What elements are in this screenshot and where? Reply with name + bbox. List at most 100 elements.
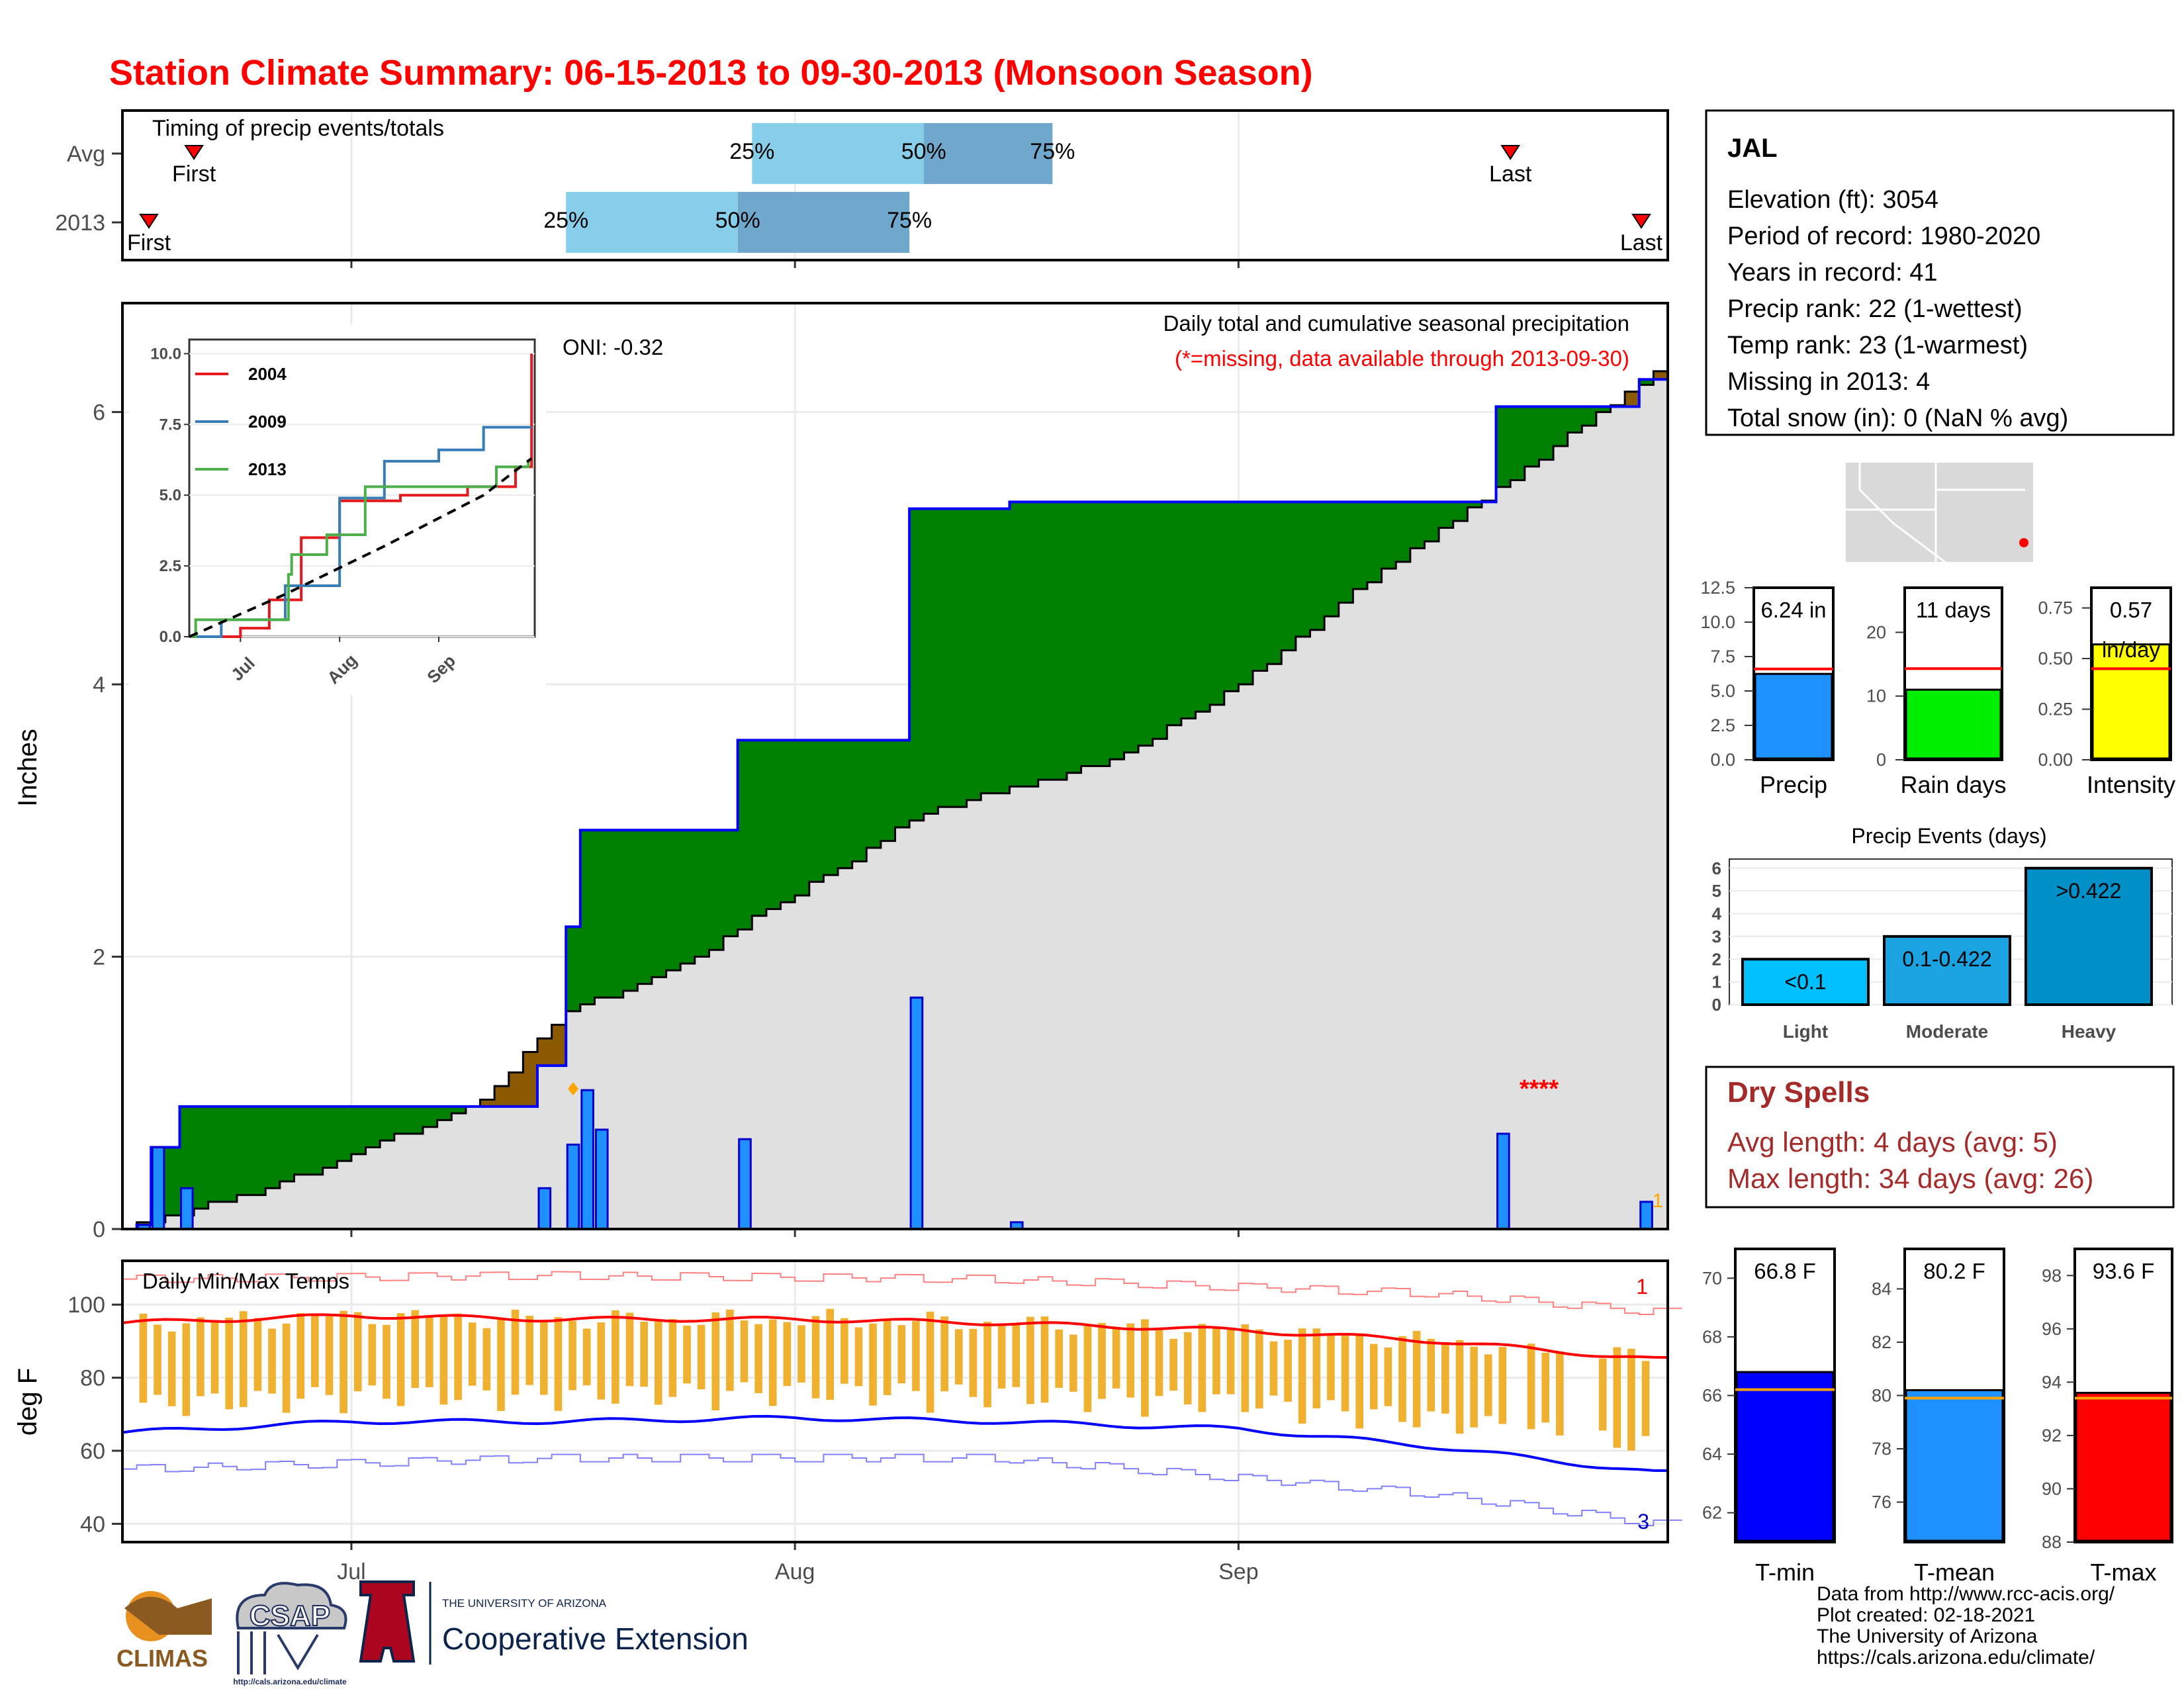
precip-panel-subtitle: Daily total and cumulative seasonal prec… xyxy=(1163,311,1629,336)
above-average-fill xyxy=(437,1106,452,1120)
temp-range-bar xyxy=(325,1316,334,1395)
temp-range-bar xyxy=(1412,1330,1421,1428)
above-average-fill xyxy=(1539,406,1554,460)
temp-max-missing-label: 1 xyxy=(1636,1275,1648,1299)
timing-marker-last-Avg xyxy=(1500,145,1521,160)
oni-label: ONI: -0.32 xyxy=(563,335,663,359)
above-average-fill xyxy=(809,740,824,882)
station-snow: Total snow (in): 0 (NaN % avg) xyxy=(1727,404,2068,432)
above-average-fill xyxy=(1124,502,1139,753)
above-average-fill xyxy=(637,830,653,984)
temp-range-bar xyxy=(1141,1319,1149,1417)
intensity-summary-bar xyxy=(2091,643,2171,760)
above-average-fill xyxy=(1639,379,1654,385)
inset-legend-label-2009: 2009 xyxy=(248,412,287,432)
daily-precip-bar xyxy=(537,1187,552,1230)
tmax-axis-label: T-max xyxy=(2090,1559,2156,1586)
above-average-fill xyxy=(1524,406,1540,467)
temp-panel-label: Daily Min/Max Temps xyxy=(142,1269,349,1293)
temp-range-bar xyxy=(1040,1316,1049,1403)
above-average-fill xyxy=(1181,502,1197,719)
daily-precip-bar xyxy=(179,1187,194,1230)
timing-panel-border xyxy=(121,109,1669,261)
temp-range-bar xyxy=(426,1316,433,1388)
temp-range-bar xyxy=(1641,1361,1650,1436)
temp-range-bar xyxy=(1112,1327,1120,1389)
temp-range-bar xyxy=(539,1320,548,1395)
temp-range-bar xyxy=(1455,1340,1464,1434)
above-average-fill xyxy=(423,1106,438,1127)
rain_days-axis-label: Rain days xyxy=(1900,771,2006,798)
temp-range-bar xyxy=(311,1314,319,1387)
temp-range-bar xyxy=(768,1319,777,1406)
above-average-fill xyxy=(1295,502,1311,637)
below-average-fill xyxy=(523,1052,538,1107)
above-average-fill xyxy=(1410,502,1426,549)
above-average-fill xyxy=(337,1106,352,1162)
events-ytick-label: 5 xyxy=(1712,881,1721,901)
above-average-fill xyxy=(308,1106,324,1175)
rain_days-ytick-label: 0 xyxy=(1876,750,1886,770)
cumulative-average-line xyxy=(122,370,1668,1230)
temp-ytick-label: 100 xyxy=(68,1293,105,1318)
timing-label-last-2013: Last xyxy=(1620,230,1663,255)
temp-range-bar xyxy=(411,1310,420,1388)
temp-range-bar xyxy=(1427,1338,1435,1412)
above-average-fill xyxy=(1338,502,1353,603)
csap-logo-graphic xyxy=(237,1631,319,1674)
above-average-fill xyxy=(279,1106,295,1181)
events-bin-label: >0.422 xyxy=(2056,879,2122,903)
above-average-fill xyxy=(1396,502,1411,562)
above-average-fill xyxy=(580,830,596,1005)
above-average-fill xyxy=(1253,502,1268,671)
events-bar-heavy xyxy=(2025,866,2153,1006)
precip-ytick-label: 0.0 xyxy=(1710,750,1735,770)
temp-range-bar xyxy=(1298,1328,1306,1424)
temp-ytick-label: 60 xyxy=(80,1439,105,1464)
temp-range-bar xyxy=(1341,1333,1349,1412)
above-average-fill xyxy=(623,830,638,991)
tmin-ytick-label: 68 xyxy=(1702,1327,1722,1347)
inset-plot-area xyxy=(188,338,536,638)
timing-bar-25-50-Avg xyxy=(752,123,924,184)
events-category-label: Moderate xyxy=(1906,1021,1988,1042)
precip-missing-count: 1 xyxy=(1653,1190,1664,1212)
daily-precip-bar xyxy=(909,996,924,1230)
temp-range-bar xyxy=(983,1322,991,1408)
above-average-fill xyxy=(566,927,581,1011)
temp-range-bar xyxy=(239,1311,248,1407)
inset-legend-label-2013: 2013 xyxy=(248,459,287,479)
timing-row-label-Avg: Avg xyxy=(67,142,105,167)
below-average-fill xyxy=(508,1072,523,1107)
above-average-fill xyxy=(365,1106,381,1148)
temp-range-bar xyxy=(1527,1344,1535,1430)
temp-range-bar xyxy=(1241,1324,1250,1412)
above-average-fill xyxy=(208,1106,223,1202)
precip-missing-note: (*=missing, data available through 2013-… xyxy=(1175,346,1629,371)
timing-bar-50-75-2013 xyxy=(737,192,910,253)
above-average-fill xyxy=(294,1106,309,1175)
temp-range-bar xyxy=(396,1313,405,1406)
temp-range-bar xyxy=(1226,1329,1235,1394)
tmin-ytick-label: 62 xyxy=(1702,1503,1722,1523)
temp-xtick-label: Jul xyxy=(337,1559,365,1584)
intensity-ytick-label: 0.50 xyxy=(2038,649,2073,668)
above-average-fill xyxy=(838,740,853,868)
above-average-fill xyxy=(1281,502,1297,651)
temp-range-bar xyxy=(625,1312,634,1387)
temp-range-bar xyxy=(1312,1328,1321,1409)
temp-range-bar xyxy=(139,1313,148,1403)
precip-axis-label: Inches xyxy=(13,729,42,807)
temp-range-bar xyxy=(1183,1332,1192,1405)
temp-range-bar xyxy=(497,1318,505,1411)
temp-range-bar xyxy=(997,1323,1006,1389)
temp-range-bar xyxy=(926,1311,934,1413)
temp-range-bar xyxy=(182,1323,191,1416)
above-average-fill xyxy=(609,830,624,998)
intensity-value-label: 0.57 xyxy=(2110,598,2152,622)
above-average-fill xyxy=(651,830,667,978)
above-average-fill xyxy=(1109,502,1125,760)
above-average-fill xyxy=(165,1147,181,1216)
above-average-fill xyxy=(1024,502,1039,787)
average-max-line xyxy=(122,1313,1668,1359)
